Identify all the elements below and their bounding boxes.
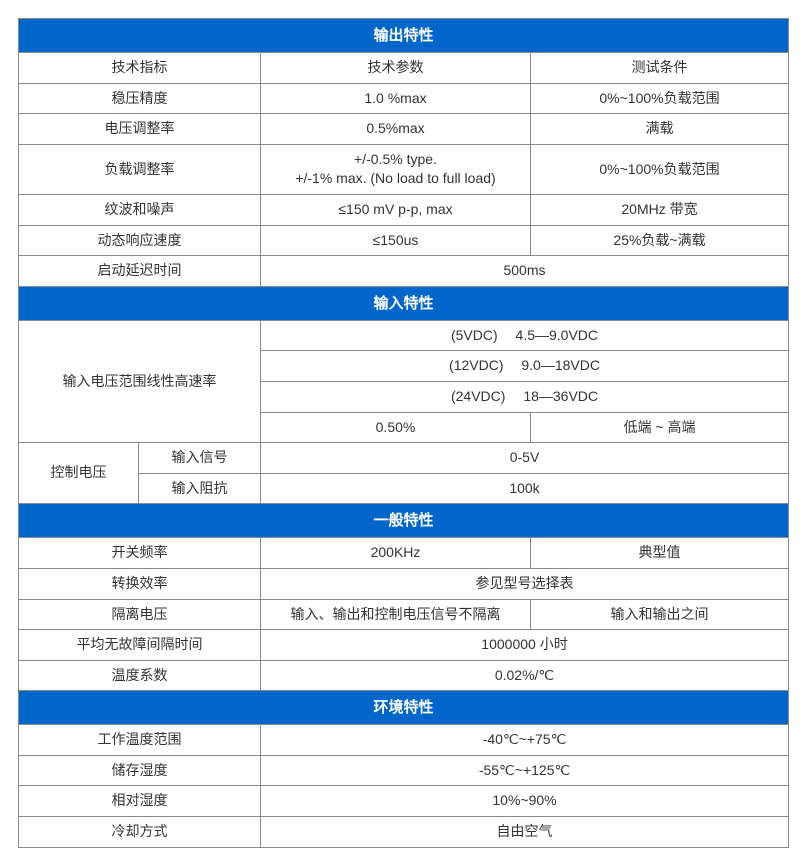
spec-label: 储存湿度 — [19, 755, 261, 786]
spec-param: ≤150us — [261, 225, 531, 256]
table-row: 输入电压范围线性高速率 (5VDC) 4.5—9.0VDC — [19, 320, 789, 351]
section-title: 输出特性 — [19, 19, 789, 53]
spec-label: 纹波和噪声 — [19, 194, 261, 225]
table-row: 启动延迟时间 500ms — [19, 256, 789, 287]
table-row: 工作温度范围 -40℃~+75℃ — [19, 725, 789, 756]
spec-param: 0.02%/℃ — [261, 660, 789, 691]
spec-param: 0.50% — [261, 412, 531, 443]
col-label: 技术指标 — [19, 53, 261, 84]
spec-label: 温度系数 — [19, 660, 261, 691]
spec-sublabel: 输入信号 — [139, 443, 261, 474]
section-header-general: 一般特性 — [19, 504, 789, 538]
spec-label: 工作温度范围 — [19, 725, 261, 756]
spec-cond: 低端 ~ 高端 — [531, 412, 789, 443]
spec-param: 1000000 小时 — [261, 630, 789, 661]
spec-param: 100k — [261, 473, 789, 504]
table-row: 动态响应速度 ≤150us 25%负载~满载 — [19, 225, 789, 256]
table-row: 冷却方式 自由空气 — [19, 817, 789, 848]
table-row: 平均无故障间隔时间 1000000 小时 — [19, 630, 789, 661]
spec-table: 输出特性 技术指标 技术参数 测试条件 稳压精度 1.0 %max 0%~100… — [18, 18, 789, 848]
table-row: 稳压精度 1.0 %max 0%~100%负载范围 — [19, 83, 789, 114]
spec-param: 0.5%max — [261, 114, 531, 145]
spec-param: +/-0.5% type. +/-1% max. (No load to ful… — [261, 144, 531, 194]
section-title: 一般特性 — [19, 504, 789, 538]
output-header-row: 技术指标 技术参数 测试条件 — [19, 53, 789, 84]
spec-sublabel: 输入阻抗 — [139, 473, 261, 504]
spec-label: 隔离电压 — [19, 599, 261, 630]
table-row: 开关频率 200KHz 典型值 — [19, 538, 789, 569]
spec-cond: 25%负载~满载 — [531, 225, 789, 256]
spec-cond: 典型值 — [531, 538, 789, 569]
spec-param: -40℃~+75℃ — [261, 725, 789, 756]
section-title: 输入特性 — [19, 286, 789, 320]
spec-param: 10%~90% — [261, 786, 789, 817]
spec-label: 稳压精度 — [19, 83, 261, 114]
spec-param: 1.0 %max — [261, 83, 531, 114]
table-row: 电压调整率 0.5%max 满载 — [19, 114, 789, 145]
table-row: 负载调整率 +/-0.5% type. +/-1% max. (No load … — [19, 144, 789, 194]
section-header-environment: 环境特性 — [19, 691, 789, 725]
col-label: 测试条件 — [531, 53, 789, 84]
spec-label: 负载调整率 — [19, 144, 261, 194]
table-row: 储存湿度 -55℃~+125℃ — [19, 755, 789, 786]
spec-label: 平均无故障间隔时间 — [19, 630, 261, 661]
spec-label: 开关频率 — [19, 538, 261, 569]
spec-cond: 0%~100%负载范围 — [531, 83, 789, 114]
spec-cond: 满载 — [531, 114, 789, 145]
section-header-input: 输入特性 — [19, 286, 789, 320]
spec-label: 冷却方式 — [19, 817, 261, 848]
spec-label: 电压调整率 — [19, 114, 261, 145]
table-row: 转换效率 参见型号选择表 — [19, 568, 789, 599]
spec-param: 输入、输出和控制电压信号不隔离 — [261, 599, 531, 630]
section-title: 环境特性 — [19, 691, 789, 725]
spec-param: 参见型号选择表 — [261, 568, 789, 599]
spec-param: (5VDC) 4.5—9.0VDC — [261, 320, 789, 351]
spec-param: ≤150 mV p-p, max — [261, 194, 531, 225]
table-row: 温度系数 0.02%/℃ — [19, 660, 789, 691]
table-row: 纹波和噪声 ≤150 mV p-p, max 20MHz 带宽 — [19, 194, 789, 225]
table-row: 隔离电压 输入、输出和控制电压信号不隔离 输入和输出之间 — [19, 599, 789, 630]
spec-label: 控制电压 — [19, 443, 139, 504]
spec-cond: 0%~100%负载范围 — [531, 144, 789, 194]
spec-label: 转换效率 — [19, 568, 261, 599]
spec-cond: 20MHz 带宽 — [531, 194, 789, 225]
spec-label: 相对湿度 — [19, 786, 261, 817]
table-row: 控制电压 输入信号 0-5V — [19, 443, 789, 474]
spec-label: 动态响应速度 — [19, 225, 261, 256]
spec-label: 输入电压范围线性高速率 — [19, 320, 261, 442]
spec-param: (24VDC) 18—36VDC — [261, 381, 789, 412]
spec-label: 启动延迟时间 — [19, 256, 261, 287]
table-row: 相对湿度 10%~90% — [19, 786, 789, 817]
spec-param: 自由空气 — [261, 817, 789, 848]
spec-param: 0-5V — [261, 443, 789, 474]
section-header-output: 输出特性 — [19, 19, 789, 53]
spec-param: 200KHz — [261, 538, 531, 569]
col-label: 技术参数 — [261, 53, 531, 84]
spec-param: -55℃~+125℃ — [261, 755, 789, 786]
spec-cond: 输入和输出之间 — [531, 599, 789, 630]
spec-param: (12VDC) 9.0—18VDC — [261, 351, 789, 382]
spec-param: 500ms — [261, 256, 789, 287]
